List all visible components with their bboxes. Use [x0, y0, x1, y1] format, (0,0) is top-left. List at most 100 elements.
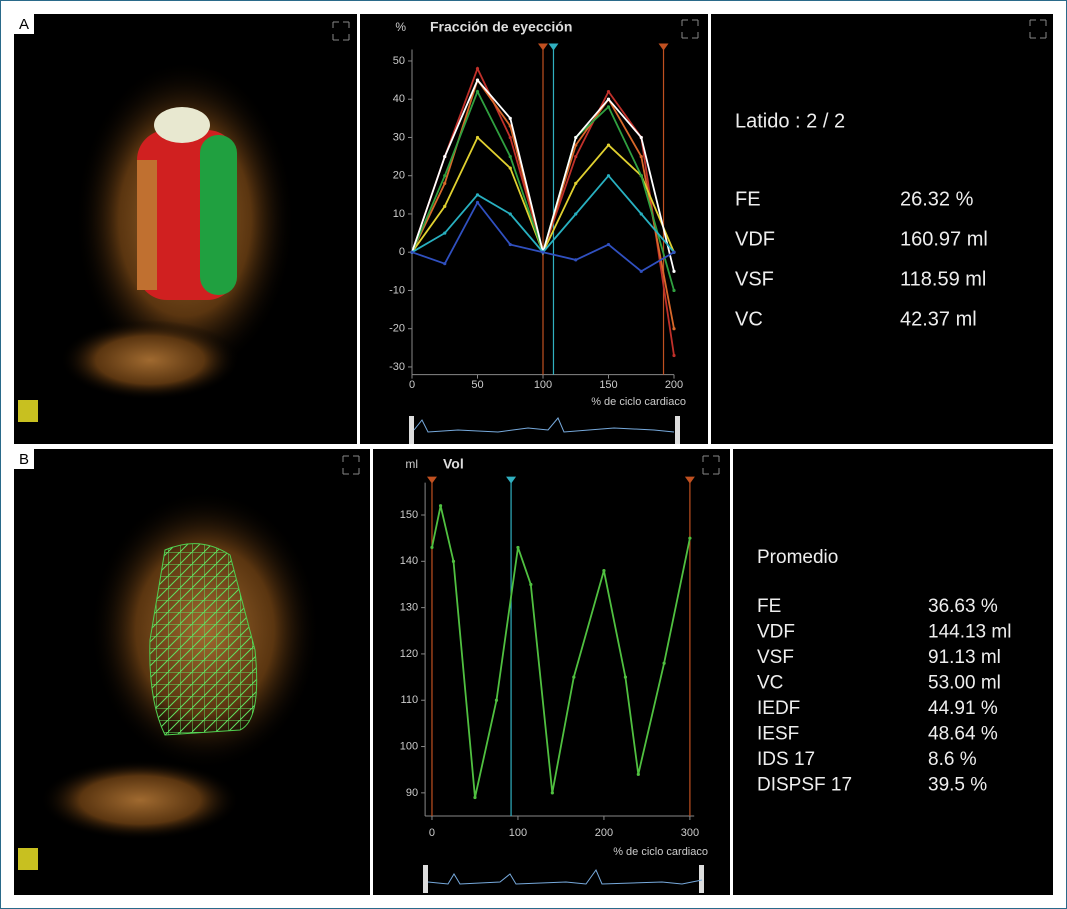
point: [443, 154, 447, 159]
point: [574, 154, 578, 159]
point: [410, 250, 414, 254]
point: [475, 89, 480, 94]
point: [639, 174, 643, 178]
point: [623, 675, 628, 679]
metric-value: 53.00 ml: [928, 673, 1001, 694]
segment: [137, 160, 157, 290]
ecg-trace: [427, 868, 703, 885]
point: [475, 193, 480, 197]
point: [475, 78, 480, 82]
y-unit: ml: [405, 457, 418, 471]
metric-name: VC: [757, 673, 783, 694]
x-tick-label: 0: [429, 827, 435, 839]
expand-icon[interactable]: [332, 21, 350, 41]
point: [475, 67, 480, 71]
point: [550, 791, 554, 795]
range-handle[interactable]: [423, 865, 428, 893]
chart-title: Vol: [443, 456, 464, 472]
summary-pane: [711, 14, 1053, 444]
marker-handle: [538, 43, 548, 51]
metric-value: 160.97 ml: [900, 228, 988, 250]
summary-heading: Latido : 2 / 2: [735, 110, 845, 132]
expand-icon[interactable]: [342, 455, 360, 475]
point: [574, 181, 578, 185]
range-handle[interactable]: [699, 865, 704, 893]
y-tick-label: 90: [406, 787, 418, 799]
x-tick-label: 50: [471, 379, 483, 391]
point: [574, 212, 578, 216]
point: [662, 661, 666, 665]
x-tick-label: 200: [595, 827, 613, 839]
point: [639, 135, 643, 140]
metric-name: VSF: [735, 268, 774, 290]
metric-value: 144.13 ml: [928, 622, 1011, 643]
expand-icon[interactable]: [702, 455, 720, 475]
y-tick-label: -20: [389, 323, 405, 335]
y-tick-label: -10: [389, 284, 405, 296]
point: [639, 212, 643, 216]
point: [672, 250, 676, 254]
point: [529, 582, 533, 587]
metric-name: IESF: [757, 724, 799, 745]
y-tick-label: 40: [393, 93, 405, 105]
panel-label-box: [14, 449, 34, 469]
point: [541, 250, 545, 254]
marker-handle: [426, 476, 437, 484]
point: [430, 545, 434, 550]
expand-icon[interactable]: [1029, 19, 1047, 39]
point: [473, 795, 477, 800]
point: [639, 269, 643, 273]
point: [508, 124, 512, 128]
metric-value: 48.64 %: [928, 724, 998, 745]
expand-icon[interactable]: [681, 19, 699, 39]
point: [672, 327, 676, 331]
logo: [18, 400, 38, 422]
metric-value: 118.59 ml: [900, 268, 986, 290]
y-tick-label: 100: [400, 740, 418, 752]
point: [602, 568, 606, 573]
panel-label: B: [19, 451, 29, 468]
logo: [18, 848, 38, 870]
metric-name: VC: [735, 308, 763, 330]
metric-name: VDF: [735, 228, 775, 250]
range-handle[interactable]: [675, 416, 680, 444]
point: [494, 698, 499, 702]
point: [443, 174, 447, 178]
point: [451, 559, 456, 563]
point: [475, 200, 480, 205]
point: [574, 258, 578, 262]
point: [508, 212, 512, 216]
y-tick-label: 130: [400, 602, 418, 614]
point: [443, 181, 447, 185]
summary-pane: [733, 449, 1053, 895]
point: [572, 675, 576, 679]
echo: [60, 320, 240, 400]
x-tick-label: 300: [681, 827, 699, 839]
series-line: [431, 505, 691, 798]
metric-name: FE: [735, 188, 761, 210]
y-tick-label: 120: [400, 648, 418, 660]
x-axis-label: % de ciclo cardiaco: [613, 846, 708, 858]
point: [508, 154, 512, 159]
point: [606, 242, 611, 247]
y-tick-label: 0: [399, 246, 405, 258]
x-tick-label: 200: [665, 379, 683, 391]
range-handle[interactable]: [409, 416, 414, 444]
point: [443, 204, 447, 208]
echo: [40, 760, 240, 840]
y-tick-label: 20: [393, 170, 405, 182]
marker-handle: [548, 43, 559, 51]
point: [508, 166, 512, 170]
marker-handle: [658, 43, 669, 51]
point: [438, 504, 443, 508]
marker-handle: [506, 476, 517, 484]
point: [516, 545, 520, 550]
panel-label: A: [19, 16, 29, 33]
x-tick-label: 0: [409, 379, 415, 391]
segment: [200, 135, 237, 295]
point: [639, 154, 643, 159]
y-tick-label: 110: [401, 694, 419, 706]
point: [636, 772, 640, 776]
